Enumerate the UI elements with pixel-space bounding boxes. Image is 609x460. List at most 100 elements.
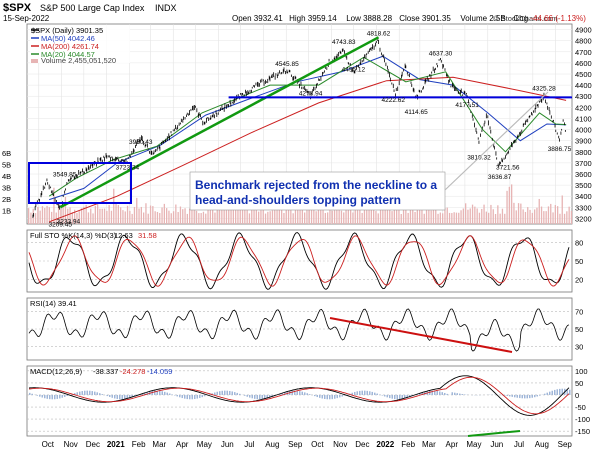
macd-hist-bar [547,393,549,395]
volume-bar [122,210,123,224]
volume-bar [502,209,503,224]
macd-hist-bar [544,394,546,395]
macd-hist-bar [39,395,41,397]
volume-bar [244,208,245,224]
macd-hist-bar [382,395,384,396]
macd-hist-bar [89,391,91,395]
macd-hist-bar [454,393,456,395]
volume-bar [235,209,236,224]
macd-hist-bar [292,391,294,395]
panel-tick-label: 20 [575,276,583,285]
volume-bar [173,211,174,224]
volume-bar [272,210,273,224]
macd-hist-bar [364,391,366,395]
quote-value-3: 3901.35 [422,14,451,23]
macd-hist-bar [159,391,161,395]
macd-hist-bar [234,392,236,395]
quote-value-1: 3959.14 [308,14,337,23]
macd-hist-bar [169,393,171,394]
macd-hist-bar [444,393,446,395]
macd-hist-bar [317,395,319,397]
volume-bar [550,204,551,224]
volume-bar [431,210,432,224]
volume-bar [486,212,487,224]
volume-bar [534,209,535,224]
macd-hist-bar [302,392,304,395]
volume-bar [260,210,261,224]
price-tick-label: 3200 [575,214,592,223]
macd-hist-bar [384,395,386,396]
price-tick-label: 3400 [575,192,592,201]
volume-bar [562,195,563,224]
macd-hist-bar [457,393,459,395]
macd-hist-bar [187,395,189,399]
x-tick-label: Jun [221,440,234,449]
x-tick-label: Jul [514,440,524,449]
volume-bar [99,209,100,224]
macd-hist-bar [299,391,301,395]
x-tick-label: Dec [86,440,100,449]
volume-bar [191,210,192,224]
volume-bar [171,213,172,224]
x-tick-label: Mar [422,440,436,449]
volume-bar [104,209,105,224]
price-label: 4177.51 [455,102,479,109]
price-label: 3950.43 [129,139,153,146]
macd-hist-bar [117,395,119,399]
x-tick-label: Nov [333,440,347,449]
volume-bar [458,213,459,224]
volume-bar [189,209,190,224]
volume-bar [316,211,317,224]
volume-bar [332,211,333,224]
price-label: 4114.65 [405,109,428,116]
macd-hist-bar [204,395,206,396]
macd-hist-bar [232,391,234,395]
macd-hist-bar [377,394,379,395]
macd-hist-bar [322,395,324,399]
macd-hist-bar [177,395,179,396]
price-label: 4743.83 [332,39,356,46]
volume-bar [283,213,284,224]
price-tick-label: 4400 [575,81,592,90]
volume-bar [95,206,96,224]
macd-hist-bar [37,395,39,396]
macd-hist-bar [522,395,524,398]
volume-bar [511,184,512,224]
volume-bar [249,213,250,224]
macd-hist-bar [192,395,194,399]
volume-bar [497,205,498,224]
volume-bar [341,211,342,224]
macd-hist-bar [107,395,109,396]
volume-bar [44,208,45,224]
macd-hist-bar [539,395,541,396]
volume-bar [42,206,43,224]
price-tick-label: 4900 [575,26,592,35]
volume-bar [513,203,514,224]
volume-bar [343,212,344,224]
panel-tick-label: 0 [575,391,579,400]
volume-bar [506,191,507,224]
volume-bar [509,187,510,224]
volume-bar [106,211,107,224]
price-label: 4637.30 [429,51,453,58]
price-label: 3886.75 [548,146,572,153]
macd-hist-bar [509,395,511,396]
macd-hist-bar [162,391,164,395]
volume-bar [28,208,29,224]
volume-bar [90,209,91,224]
macd-hist-bar [259,395,261,399]
macd-hist-bar [77,392,79,395]
macd-hist-bar [332,395,334,399]
volume-bar [569,207,570,224]
macd-hist-bar [389,395,391,398]
x-tick-label: Oct [42,440,55,449]
macd-hist-bar [44,395,46,398]
macd-hist-bar [114,395,116,399]
volume-bar [518,203,519,224]
macd-hist-bar [197,395,199,399]
volume-bar [401,214,402,224]
volume-bar [299,209,300,224]
volume-bar [504,214,505,224]
macd-value: -38.337 [93,367,118,376]
volume-bar [460,210,461,224]
